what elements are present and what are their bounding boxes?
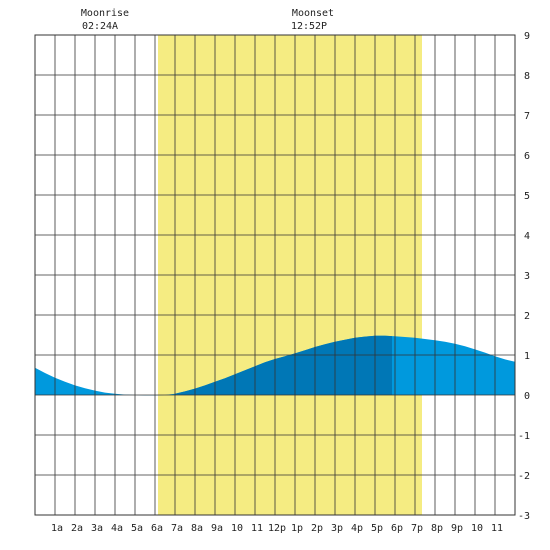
x-tick-label: 5a	[131, 523, 143, 534]
x-tick-label: 3a	[91, 523, 103, 534]
plot-border	[34, 34, 516, 516]
x-tick-label: 11	[251, 523, 263, 534]
x-tick-label: 9p	[451, 523, 463, 534]
x-tick-label: 5p	[371, 523, 383, 534]
moonset-time: 12:52P	[291, 21, 327, 32]
grid-layer	[34, 34, 516, 516]
x-tick-label: 11	[491, 523, 503, 534]
y-tick-label: 6	[524, 151, 530, 162]
x-tick-label: 4p	[351, 523, 363, 534]
x-tick-label: 4a	[111, 523, 123, 534]
y-tick-label: 1	[524, 351, 530, 362]
x-tick-label: 3p	[331, 523, 343, 534]
y-tick-label: 2	[524, 311, 530, 322]
x-tick-label: 10	[471, 523, 483, 534]
x-tick-label: 1a	[51, 523, 63, 534]
y-tick-label: 5	[524, 191, 530, 202]
x-tick-label: 6p	[391, 523, 403, 534]
x-tick-label: 7a	[171, 523, 183, 534]
x-tick-label: 2p	[311, 523, 323, 534]
x-tick-label: 12p	[268, 523, 286, 534]
moonrise-label: Moonrise	[81, 8, 129, 19]
x-tick-label: 1p	[291, 523, 303, 534]
x-tick-label: 8a	[191, 523, 203, 534]
x-tick-label: 6a	[151, 523, 163, 534]
y-tick-label: 0	[524, 391, 530, 402]
y-tick-label: 3	[524, 271, 530, 282]
y-tick-label: 4	[524, 231, 530, 242]
y-tick-label: 7	[524, 111, 530, 122]
y-tick-label: -3	[518, 511, 530, 522]
x-tick-label: 9a	[211, 523, 223, 534]
x-tick-label: 2a	[71, 523, 83, 534]
y-tick-label: 9	[524, 31, 530, 42]
y-tick-label: -1	[518, 431, 530, 442]
x-tick-label: 8p	[431, 523, 443, 534]
x-tick-label: 7p	[411, 523, 423, 534]
moonset-label: Moonset	[292, 8, 334, 19]
y-tick-label: 8	[524, 71, 530, 82]
x-tick-label: 10	[231, 523, 243, 534]
moonrise-time: 02:24A	[82, 21, 118, 32]
y-tick-label: -2	[518, 471, 530, 482]
tide-area-rising	[175, 335, 392, 395]
